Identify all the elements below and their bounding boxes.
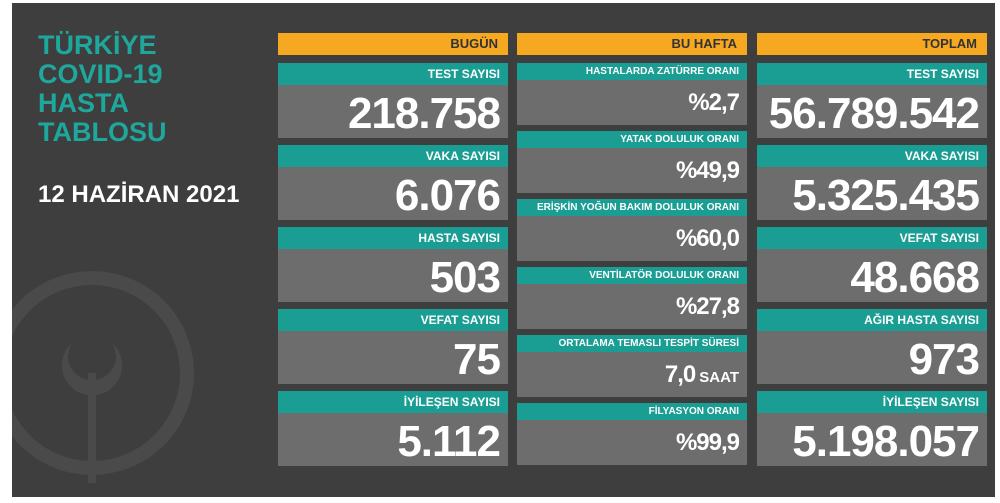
card-label: TEST SAYISI (278, 63, 508, 85)
value-text: 75 (453, 335, 501, 384)
card-label: AĞIR HASTA SAYISI (757, 309, 987, 331)
card-value: 56.789.542 (757, 85, 987, 138)
value-text: 48.668 (850, 253, 980, 302)
card-value: %27,8 (517, 284, 747, 329)
column-header: BU HAFTA (517, 33, 747, 55)
value-text: 5.198.057 (792, 417, 980, 466)
value-text: %60,0 (675, 225, 740, 252)
card-value: 5.112 (278, 413, 508, 466)
title: TÜRKİYE COVID-19 HASTA TABLOSU (38, 31, 167, 147)
card-value: 7,0 SAAT (517, 352, 747, 397)
card-label: VAKA SAYISI (278, 145, 508, 167)
value-text: 973 (908, 335, 980, 384)
column-header: TOPLAM (757, 33, 987, 55)
card-value: 6.076 (278, 167, 508, 220)
emblem (12, 271, 194, 483)
value-text: 7,0 (664, 361, 696, 388)
title-line: TABLOSU (38, 117, 167, 147)
card-value: %99,9 (517, 420, 747, 465)
value-text: %2,7 (688, 89, 740, 116)
card-value: %60,0 (517, 216, 747, 261)
card-value: 5.325.435 (757, 167, 987, 220)
card-value: %2,7 (517, 80, 747, 125)
card-label: HASTA SAYISI (278, 227, 508, 249)
card-value: 5.198.057 (757, 413, 987, 466)
card-label: VAKA SAYISI (757, 145, 987, 167)
value-text: %27,8 (675, 293, 740, 320)
value-text: %99,9 (675, 429, 740, 456)
card-value: %49,9 (517, 148, 747, 193)
title-line: TÜRKİYE (38, 30, 157, 60)
title-line: COVID-19 (38, 59, 163, 89)
card-label: VEFAT SAYISI (757, 227, 987, 249)
card-label: FİLYASYON ORANI (517, 403, 747, 420)
value-text: %49,9 (675, 157, 740, 184)
card-value: 75 (278, 331, 508, 384)
card-label: HASTALARDA ZATÜRRE ORANI (517, 63, 747, 80)
card-label: ORTALAMA TEMASLI TESPİT SÜRESİ (517, 335, 747, 352)
card-label: İYİLEŞEN SAYISI (757, 391, 987, 413)
card-label: YATAK DOLULUK ORANI (517, 131, 747, 148)
card-value: 218.758 (278, 85, 508, 138)
column-header: BUGÜN (278, 33, 508, 55)
card-value: 48.668 (757, 249, 987, 302)
value-text: 5.325.435 (792, 171, 980, 220)
card-value: 973 (757, 331, 987, 384)
card-label: VENTİLATÖR DOLULUK ORANI (517, 267, 747, 284)
emblem-ring (12, 271, 194, 475)
value-unit: SAAT (699, 369, 739, 386)
value-text: 56.789.542 (768, 89, 980, 138)
value-text: 6.076 (394, 171, 501, 220)
value-text: 218.758 (347, 89, 501, 138)
emblem-crescent (62, 343, 123, 396)
card-label: VEFAT SAYISI (278, 309, 508, 331)
card-label: ERİŞKİN YOĞUN BAKIM DOLULUK ORANI (517, 199, 747, 216)
title-line: HASTA (38, 88, 129, 118)
card-label: İYİLEŞEN SAYISI (278, 391, 508, 413)
card-label: TEST SAYISI (757, 63, 987, 85)
emblem-staff (88, 373, 96, 483)
panel: TÜRKİYE COVID-19 HASTA TABLOSU 12 HAZİRAN 2… (12, 3, 995, 497)
card-value: 503 (278, 249, 508, 302)
value-text: 503 (429, 253, 501, 302)
date: 12 HAZİRAN 2021 (38, 181, 240, 208)
value-text: 5.112 (397, 417, 501, 466)
